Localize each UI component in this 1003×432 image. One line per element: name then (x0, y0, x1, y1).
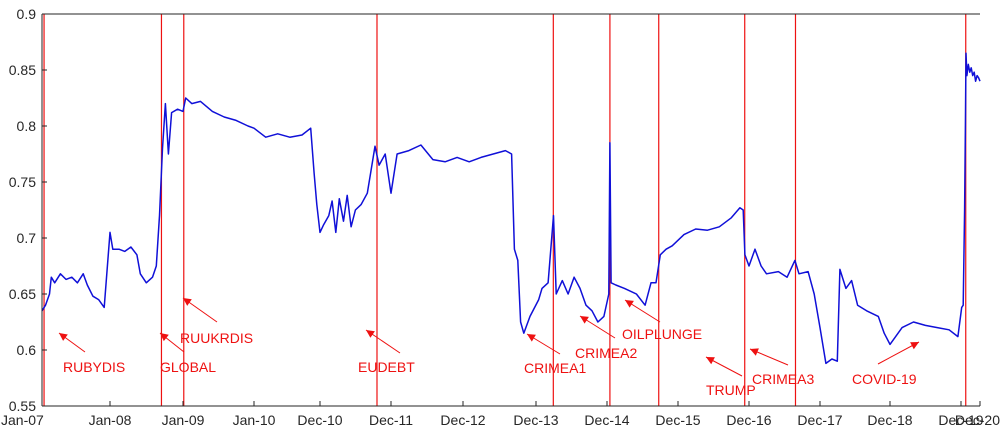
y-tick-label: 0.6 (17, 342, 37, 358)
event-arrowhead-rubydis (59, 333, 68, 341)
event-arrowhead-eudebt (366, 330, 375, 338)
event-label-global: GLOBAL (160, 359, 216, 375)
event-lines (43, 14, 967, 406)
event-label-crimea2: CRIMEA2 (575, 345, 637, 361)
y-tick-label: 0.8 (17, 118, 37, 134)
x-tick-label: Dec-20 (955, 412, 1000, 428)
event-arrowhead-ruukrdis (183, 298, 192, 306)
event-arrowhead-trump (706, 357, 715, 365)
event-label-crimea1: CRIMEA1 (524, 360, 586, 376)
event-label-crimea3: CRIMEA3 (752, 371, 814, 387)
x-tick-label: Jan-08 (89, 412, 132, 428)
y-tick-label: 0.55 (9, 398, 36, 414)
event-arrowhead-crimea2 (580, 316, 589, 324)
event-label-ruukrdis: RUUKRDIS (180, 330, 253, 346)
y-tick-label: 0.9 (17, 6, 37, 22)
y-tick-label: 0.85 (9, 62, 36, 78)
x-tick-label: Dec-15 (655, 412, 700, 428)
event-label-oilplunge: OILPLUNGE (622, 326, 702, 342)
y-tick-label: 0.65 (9, 286, 36, 302)
x-tick-label: Dec-13 (513, 412, 558, 428)
event-arrowhead-oilplunge (625, 300, 634, 308)
y-tick-label: 0.75 (9, 174, 36, 190)
x-tick-label: Dec-16 (726, 412, 771, 428)
x-tick-label: Jan-09 (162, 412, 205, 428)
series-layer (41, 52, 981, 365)
x-tick-label: Dec-11 (369, 412, 413, 428)
x-tick-label: Dec-17 (797, 412, 842, 428)
series-line (41, 52, 981, 365)
x-tick-label: Jan-10 (233, 412, 276, 428)
x-tick-label: Dec-19 (938, 412, 983, 428)
x-tick-label: Dec-12 (440, 412, 485, 428)
y-tick-label: 0.7 (17, 230, 37, 246)
event-arrowhead-covid-19 (910, 342, 919, 350)
event-label-rubydis: RUBYDIS (63, 359, 125, 375)
axes-layer: 0.55 0.6 0.65 0.7 0.75 0.8 0.85 0.9 Jan-07 Jan-08… (1, 6, 1000, 428)
event-label-trump: TRUMP (706, 382, 756, 398)
x-tick-label: Dec-18 (867, 412, 912, 428)
x-tick-label: Jan-07 (1, 412, 44, 428)
event-arrowhead-global (160, 333, 169, 342)
x-tick-label: Dec-14 (584, 412, 629, 428)
x-tick-label: Dec-10 (297, 412, 342, 428)
event-label-covid-19: COVID-19 (852, 371, 917, 387)
event-arrowhead-crimea3 (750, 348, 759, 356)
event-label-eudebt: EUDEBT (358, 359, 415, 375)
event-arrowhead-crimea1 (527, 334, 536, 342)
